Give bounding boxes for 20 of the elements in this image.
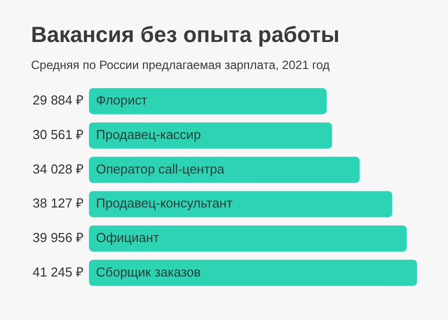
data-label: 30 561 ₽ [32,127,84,142]
bar [89,156,360,183]
y-tick-label: Флорист [96,92,148,108]
data-label: 41 245 ₽ [32,264,84,280]
data-label: 29 884 ₽ [32,92,84,108]
y-tick-label: Сборщик заказов [96,264,201,280]
data-label: 34 028 ₽ [32,161,84,176]
data-label: 39 956 ₽ [32,230,84,246]
data-label: 38 127 ₽ [32,196,84,211]
bar [89,122,332,149]
chart-title: Вакансия без опыта работы [31,22,340,48]
y-tick-label: Официант [96,230,160,246]
bar [89,225,407,252]
y-tick-label: Продавец-кассир [96,127,201,142]
chart-subtitle: Средняя по России предлагаемая зарплата, 2021 год [31,58,330,72]
y-tick-label: Оператор call-центра [96,161,226,176]
y-tick-label: Продавец-консультант [96,196,233,211]
bar [89,88,327,114]
bar [89,260,417,286]
bar [89,191,392,218]
